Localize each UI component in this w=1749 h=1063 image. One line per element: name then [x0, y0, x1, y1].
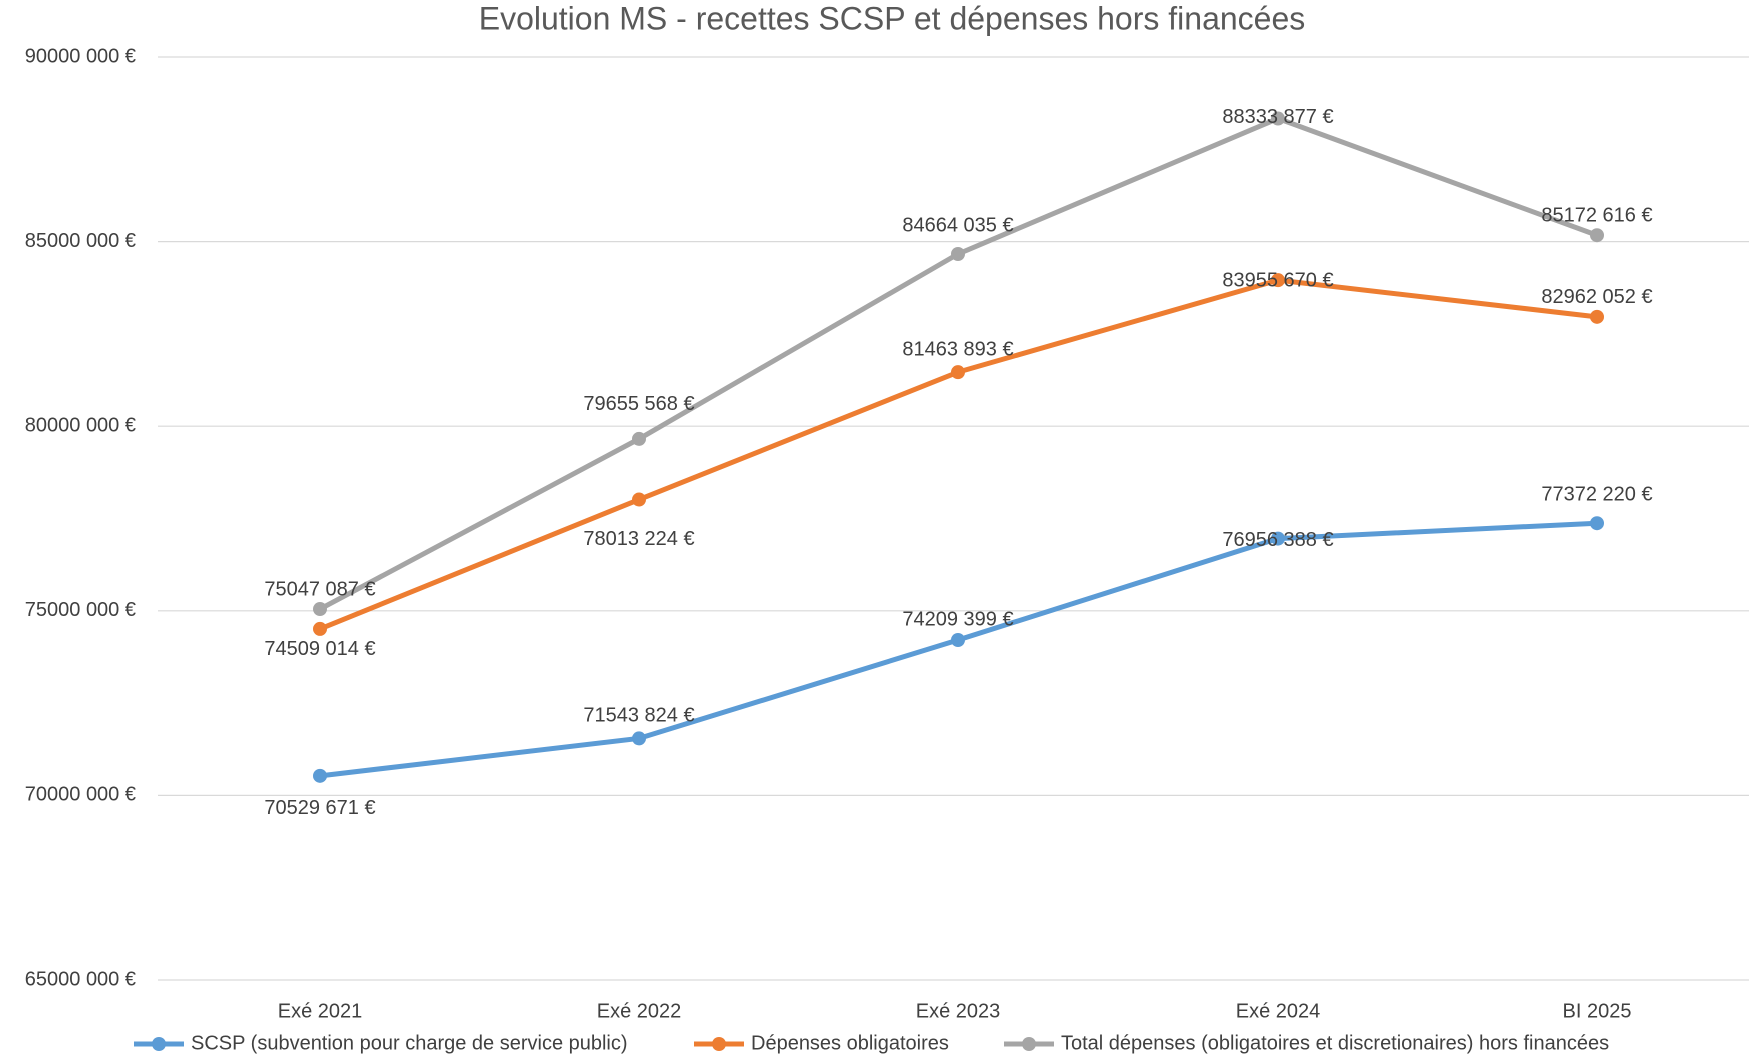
- y-tick-label: 80000 000 €: [25, 414, 136, 436]
- data-point: [313, 768, 327, 783]
- data-label: 77372 220 €: [1541, 483, 1652, 505]
- legend-marker: [712, 1037, 726, 1051]
- y-tick-label: 85000 000 €: [25, 230, 136, 252]
- chart-title: Evolution MS - recettes SCSP et dépenses…: [479, 0, 1306, 36]
- data-point: [951, 247, 965, 262]
- x-tick-label: Exé 2023: [916, 1000, 1001, 1022]
- data-label: 83955 670 €: [1222, 269, 1333, 291]
- data-label: 71543 824 €: [583, 705, 694, 727]
- y-tick-label: 70000 000 €: [25, 784, 136, 806]
- series-line: [318, 116, 1598, 612]
- x-tick-label: Exé 2024: [1236, 1000, 1321, 1022]
- x-tick-label: Exé 2022: [597, 1000, 682, 1022]
- data-point: [1271, 273, 1285, 288]
- data-point: [1590, 228, 1604, 243]
- legend-label: Dépenses obligatoires: [751, 1032, 949, 1054]
- x-tick-label: Exé 2021: [278, 1000, 363, 1022]
- legend-marker: [152, 1037, 166, 1051]
- data-point: [1271, 111, 1285, 126]
- data-label: 82962 052 €: [1541, 286, 1652, 308]
- data-point: [632, 731, 646, 746]
- data-label: 88333 877 €: [1222, 106, 1333, 128]
- data-point: [632, 492, 646, 507]
- data-label: 85172 616 €: [1541, 205, 1652, 227]
- series-line: [319, 520, 1598, 779]
- data-label: 78013 224 €: [583, 528, 694, 550]
- data-point: [1590, 309, 1604, 324]
- y-tick-label: 75000 000 €: [25, 599, 136, 621]
- data-point: [951, 632, 965, 647]
- data-label: 74509 014 €: [264, 638, 375, 660]
- data-point: [1271, 531, 1285, 546]
- data-label: 79655 568 €: [583, 393, 694, 415]
- data-label: 81463 893 €: [902, 338, 1013, 360]
- legend-marker: [1022, 1037, 1036, 1051]
- legend-label: SCSP (subvention pour charge de service …: [191, 1032, 628, 1054]
- data-point: [313, 602, 327, 617]
- y-tick-label: 65000 000 €: [25, 968, 136, 990]
- y-tick-label: 90000 000 €: [25, 45, 136, 67]
- data-label: 76956 388 €: [1222, 529, 1333, 551]
- data-label: 75047 087 €: [264, 578, 375, 600]
- data-point: [1590, 516, 1604, 531]
- legend-label: Total dépenses (obligatoires et discreti…: [1061, 1032, 1609, 1054]
- data-point: [313, 621, 327, 636]
- data-label: 74209 399 €: [902, 608, 1013, 630]
- data-point: [951, 365, 965, 380]
- data-label: 84664 035 €: [902, 214, 1013, 236]
- data-label: 70529 671 €: [264, 797, 375, 819]
- x-tick-label: BI 2025: [1563, 1000, 1632, 1022]
- series-line: [319, 277, 1598, 632]
- data-point: [632, 431, 646, 446]
